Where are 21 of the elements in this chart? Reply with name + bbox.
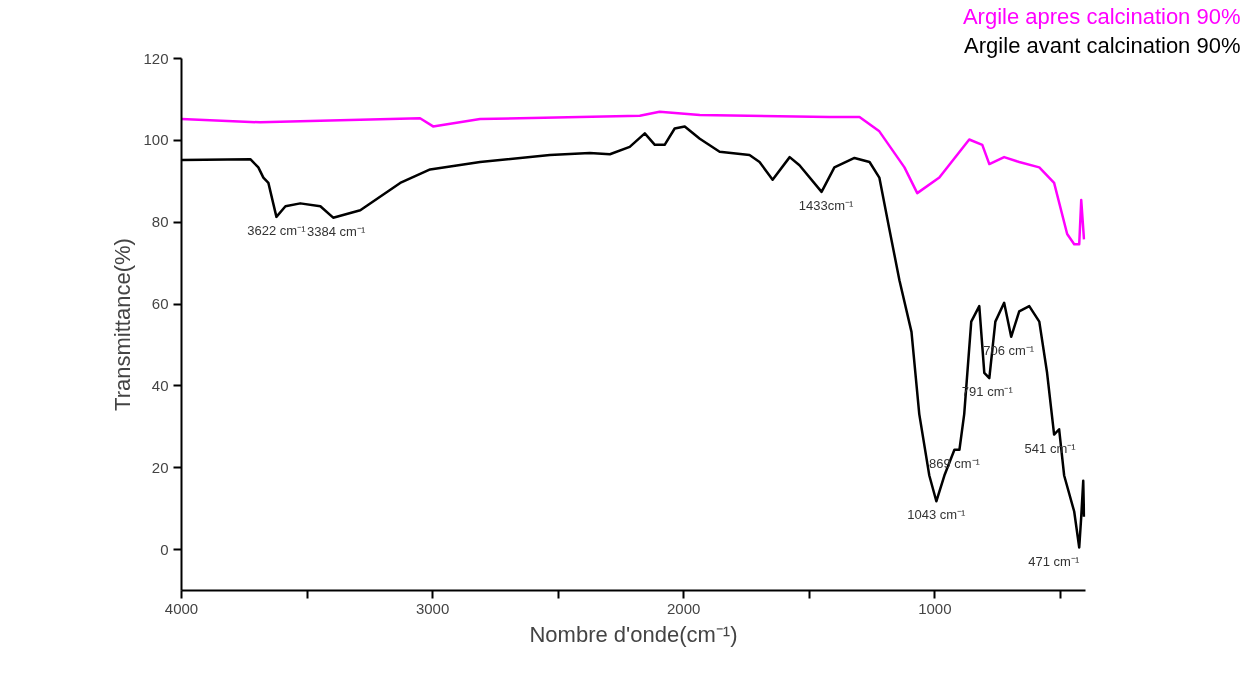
y-tick-label: 100 bbox=[143, 131, 169, 149]
x-tick-label: 2000 bbox=[667, 599, 701, 617]
y-axis-title: Transmittance(%) bbox=[110, 238, 136, 411]
annotation: 3622 cm⁻¹ bbox=[247, 222, 307, 238]
y-tick-label: 20 bbox=[151, 458, 169, 476]
y-tick-label: 80 bbox=[151, 213, 169, 231]
text: Argile avant calcination 90% bbox=[964, 32, 1241, 58]
annotation: 1433cm⁻¹ bbox=[798, 197, 855, 213]
y-tick-label: 120 bbox=[143, 49, 169, 67]
annotation: 471 cm⁻¹ bbox=[1028, 553, 1080, 569]
x-tick-label: 4000 bbox=[164, 599, 199, 617]
annotation: 1043 cm⁻¹ bbox=[907, 507, 967, 523]
x-axis-title: Nombre d'onde(cm⁻¹) bbox=[529, 621, 738, 647]
y-tick-label: 40 bbox=[151, 376, 169, 394]
annotation: 3384 cm⁻¹ bbox=[307, 223, 366, 239]
x-tick-label: 1000 bbox=[918, 599, 952, 617]
line-series bbox=[181, 110, 1086, 246]
y-tick-label: 0 bbox=[160, 540, 169, 558]
x-tick-label: 3000 bbox=[415, 599, 450, 617]
y-tick-label: 60 bbox=[151, 295, 169, 313]
text: Argile apres calcination 90% bbox=[962, 3, 1241, 29]
